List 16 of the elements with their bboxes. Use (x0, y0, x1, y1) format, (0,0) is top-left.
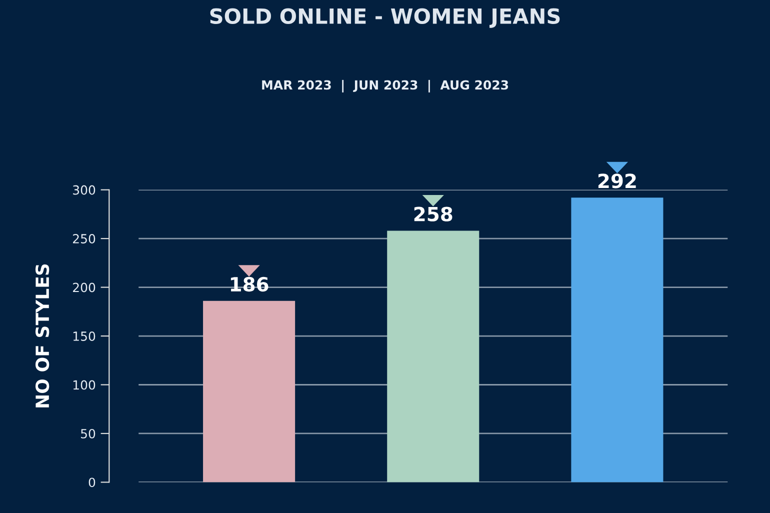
bar (387, 230, 480, 482)
y-tick-label: 50 (81, 428, 96, 438)
chart-title: SOLD ONLINE - WOMEN JEANS (210, 8, 560, 28)
data-label: 258 (414, 206, 452, 222)
chart-subtitle: MAR 2023 | JUN 2023 | AUG 2023 (262, 80, 508, 92)
y-tick-label: 300 (73, 185, 96, 195)
y-tick-label: 250 (73, 234, 96, 244)
bar (571, 198, 664, 482)
data-label: 292 (598, 174, 636, 188)
data-label: 186 (230, 276, 268, 292)
y-tick-label: 100 (73, 380, 96, 390)
y-tick-label: 200 (73, 282, 96, 292)
bar (203, 300, 296, 482)
y-tick-label: 150 (73, 331, 96, 341)
y-axis-title: NO OF STYLES (35, 264, 50, 408)
y-tick-label: 0 (88, 478, 96, 488)
